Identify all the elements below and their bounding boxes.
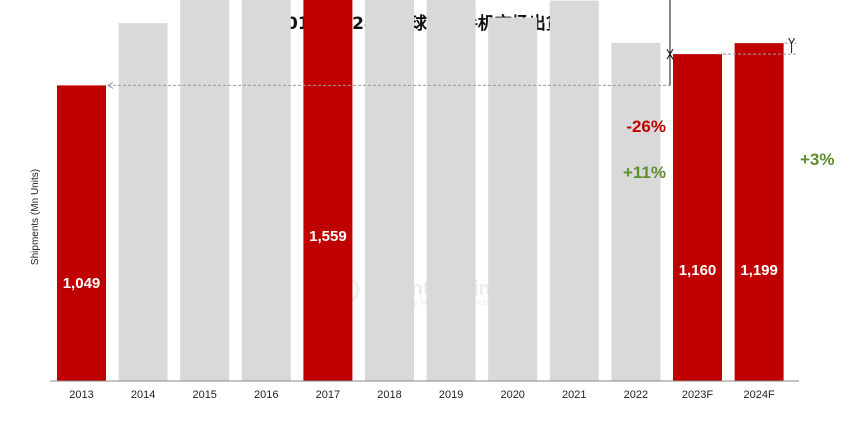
change-annotation: -26% [626,117,666,136]
x-tick-label: 2024F [743,389,774,401]
change-annotation: +11% [623,163,666,182]
x-tick-label: 2023F [682,389,713,401]
data-label: 1,049 [63,275,101,292]
x-tick-label: 2014 [131,389,155,401]
data-label: 1,160 [679,262,717,279]
y-axis-label: Shipments (Mn Units) [30,169,41,265]
x-tick-label: 2022 [624,389,648,401]
x-tick-label: 2019 [439,389,463,401]
x-tick-label: 2018 [377,389,401,401]
data-label: 1,559 [309,228,347,245]
bar-2014 [118,23,168,381]
arrow-head [788,37,796,45]
bar-2016 [241,0,291,381]
x-tick-label: 2013 [69,389,93,401]
bar-2017 [303,0,353,382]
x-tick-label: 2017 [316,389,340,401]
bar-2024F [734,43,784,382]
change-annotation: +3% [800,150,835,169]
bar-2023F [673,54,722,381]
bar-2022 [611,42,661,382]
bar-2013 [57,85,106,382]
bar-2015 [180,0,230,381]
x-tick-label: 2021 [562,389,586,401]
x-tick-label: 2016 [254,389,278,401]
bar-2019 [426,0,476,382]
arrow-head [666,53,674,60]
bar-2018 [365,0,414,381]
x-tick-label: 2020 [500,389,524,401]
bar-2021 [549,0,599,381]
bar-2020 [488,17,538,382]
arrow-head [107,81,114,89]
data-label: 1,199 [740,262,778,279]
x-tick-label: 2015 [192,389,216,401]
